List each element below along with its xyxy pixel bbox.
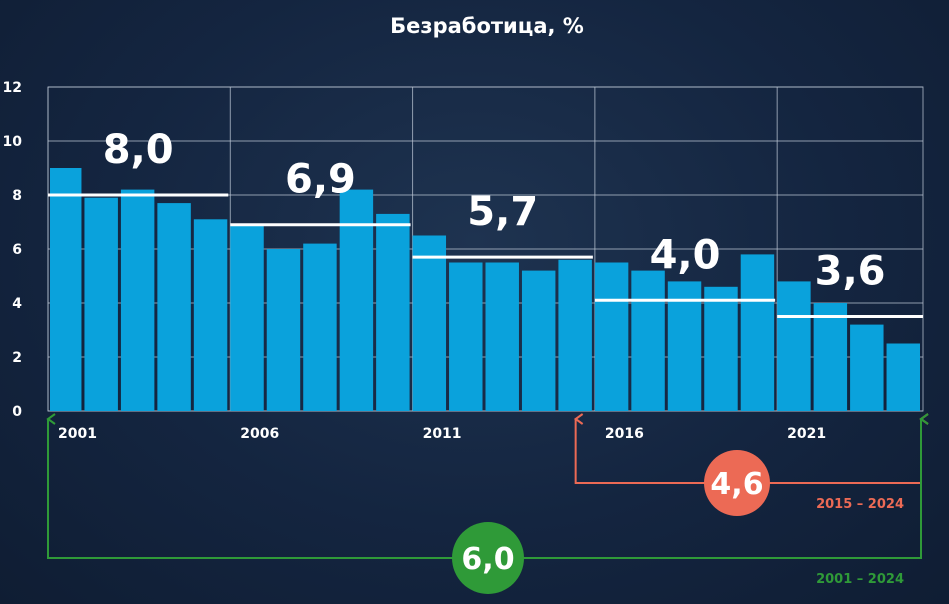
bar xyxy=(157,203,191,411)
bar xyxy=(813,303,848,411)
bar xyxy=(376,213,410,411)
range-annotations: 4,6 2015 – 2024 6,0 2001 – 2024 xyxy=(46,413,929,594)
range-value-badge xyxy=(452,522,524,594)
bar xyxy=(594,262,629,411)
x-axis-ticks: 2001 2006 2011 2016 2021 xyxy=(58,426,826,442)
x-tick-label: 2001 xyxy=(58,426,97,442)
y-tick-label: 4 xyxy=(12,296,22,312)
x-tick-label: 2006 xyxy=(240,426,279,442)
range-value-label: 4,6 xyxy=(710,467,763,502)
bar xyxy=(740,254,775,411)
bar xyxy=(558,259,592,411)
bar xyxy=(704,286,738,411)
bar xyxy=(120,189,155,411)
range-value-badge xyxy=(704,450,770,516)
bar xyxy=(667,281,702,411)
average-label: 3,6 xyxy=(815,249,886,295)
bar xyxy=(449,262,483,411)
bar xyxy=(631,270,665,411)
average-label: 8,0 xyxy=(103,127,174,173)
x-tick-label: 2021 xyxy=(787,426,826,442)
y-tick-label: 6 xyxy=(12,242,22,258)
bar xyxy=(84,197,118,411)
bar xyxy=(485,262,519,411)
y-tick-label: 2 xyxy=(12,350,22,366)
range-period-label: 2015 – 2024 xyxy=(816,497,904,512)
bar xyxy=(50,168,82,411)
bar xyxy=(412,235,447,411)
range-period-label: 2001 – 2024 xyxy=(816,572,904,587)
bar xyxy=(850,324,884,411)
range-value-label: 6,0 xyxy=(461,542,514,577)
average-label: 5,7 xyxy=(467,189,538,235)
period-averages: 8,0 6,9 5,7 4,0 3,6 xyxy=(48,127,923,318)
y-axis-ticks: 0 2 4 6 8 10 12 xyxy=(3,80,23,420)
chart-title: Безработица, % xyxy=(390,14,584,38)
bar xyxy=(266,249,301,411)
bar xyxy=(230,224,264,411)
y-tick-label: 0 xyxy=(12,404,22,420)
average-label: 4,0 xyxy=(650,232,721,278)
y-tick-label: 12 xyxy=(3,80,22,96)
y-tick-label: 10 xyxy=(3,134,23,150)
bar xyxy=(777,281,811,411)
x-tick-label: 2016 xyxy=(605,426,644,442)
y-tick-label: 8 xyxy=(12,188,22,204)
bar xyxy=(521,270,556,411)
bars xyxy=(50,168,920,411)
bar xyxy=(339,189,374,411)
bar xyxy=(886,343,920,411)
x-tick-label: 2011 xyxy=(423,426,462,442)
average-label: 6,9 xyxy=(285,157,356,203)
bar xyxy=(303,243,337,411)
bar xyxy=(193,219,228,411)
